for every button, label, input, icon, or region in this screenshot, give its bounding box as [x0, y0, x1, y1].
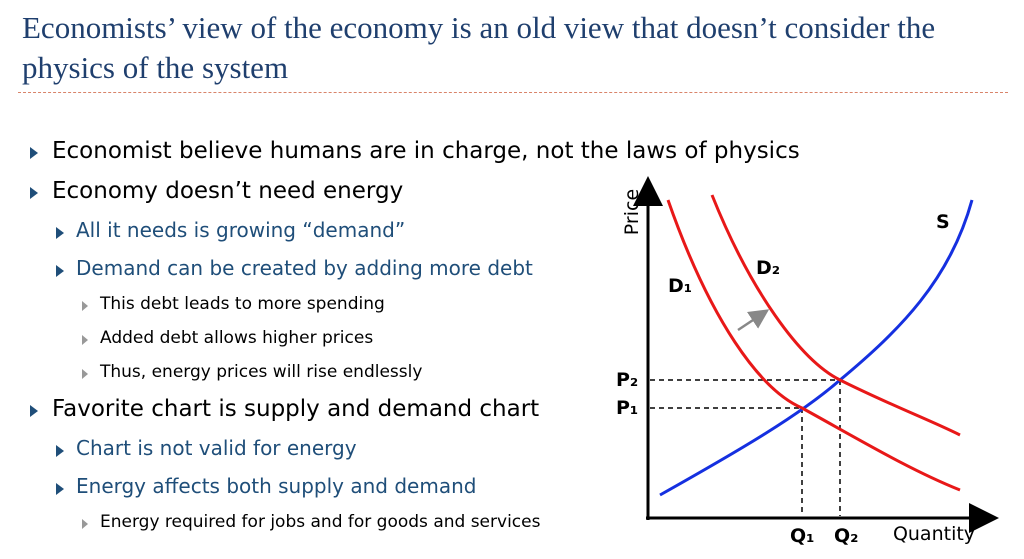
demand-curve-2	[710, 194, 961, 437]
bullet-text: Favorite chart is supply and demand char…	[52, 396, 540, 422]
bullet-text: All it needs is growing “demand”	[76, 218, 406, 242]
bullet-marker	[56, 445, 64, 457]
slide-title: Economists’ view of the economy is an ol…	[22, 10, 936, 85]
bullet-text: Chart is not valid for energy	[76, 436, 357, 460]
price-1-label: P₁	[616, 397, 638, 419]
bullet-text: Economist believe humans are in charge, …	[52, 138, 800, 164]
bullet-marker	[30, 187, 38, 199]
bullet-marker	[56, 265, 64, 277]
demand-curve-1	[666, 199, 961, 492]
demand-2-label: D₂	[756, 257, 780, 279]
bullet-marker	[82, 335, 88, 345]
bullet-text: Added debt allows higher prices	[100, 328, 374, 348]
bullet-marker	[82, 301, 88, 311]
price-2-label: P₂	[616, 369, 638, 391]
title-rule	[18, 92, 1008, 93]
bullet-marker	[56, 483, 64, 495]
supply-curve	[659, 199, 974, 497]
supply-label: S	[936, 211, 950, 233]
bullet-text: Demand can be created by adding more deb…	[76, 256, 533, 280]
demand-1-label: D₁	[668, 275, 692, 297]
y-axis-label: Price	[621, 189, 643, 235]
x-axis-label: Quantity	[893, 523, 975, 545]
bullet-marker	[82, 519, 88, 529]
bullet-text: Energy affects both supply and demand	[76, 474, 477, 498]
bullet-marker	[82, 369, 88, 379]
quantity-2-label: Q₂	[834, 525, 858, 547]
guide-lines	[650, 379, 841, 516]
bullet-marker	[30, 147, 38, 159]
bullet-marker	[56, 227, 64, 239]
bullet-marker	[30, 405, 38, 417]
bullet-text: Energy required for jobs and for goods a…	[100, 512, 541, 532]
bullet-text: Economy doesn’t need energy	[52, 178, 404, 204]
bullet-text: Thus, energy prices will rise endlessly	[100, 362, 423, 382]
shift-arrow	[737, 309, 770, 332]
quantity-1-label: Q₁	[790, 525, 814, 547]
bullet-text: This debt leads to more spending	[100, 294, 385, 314]
